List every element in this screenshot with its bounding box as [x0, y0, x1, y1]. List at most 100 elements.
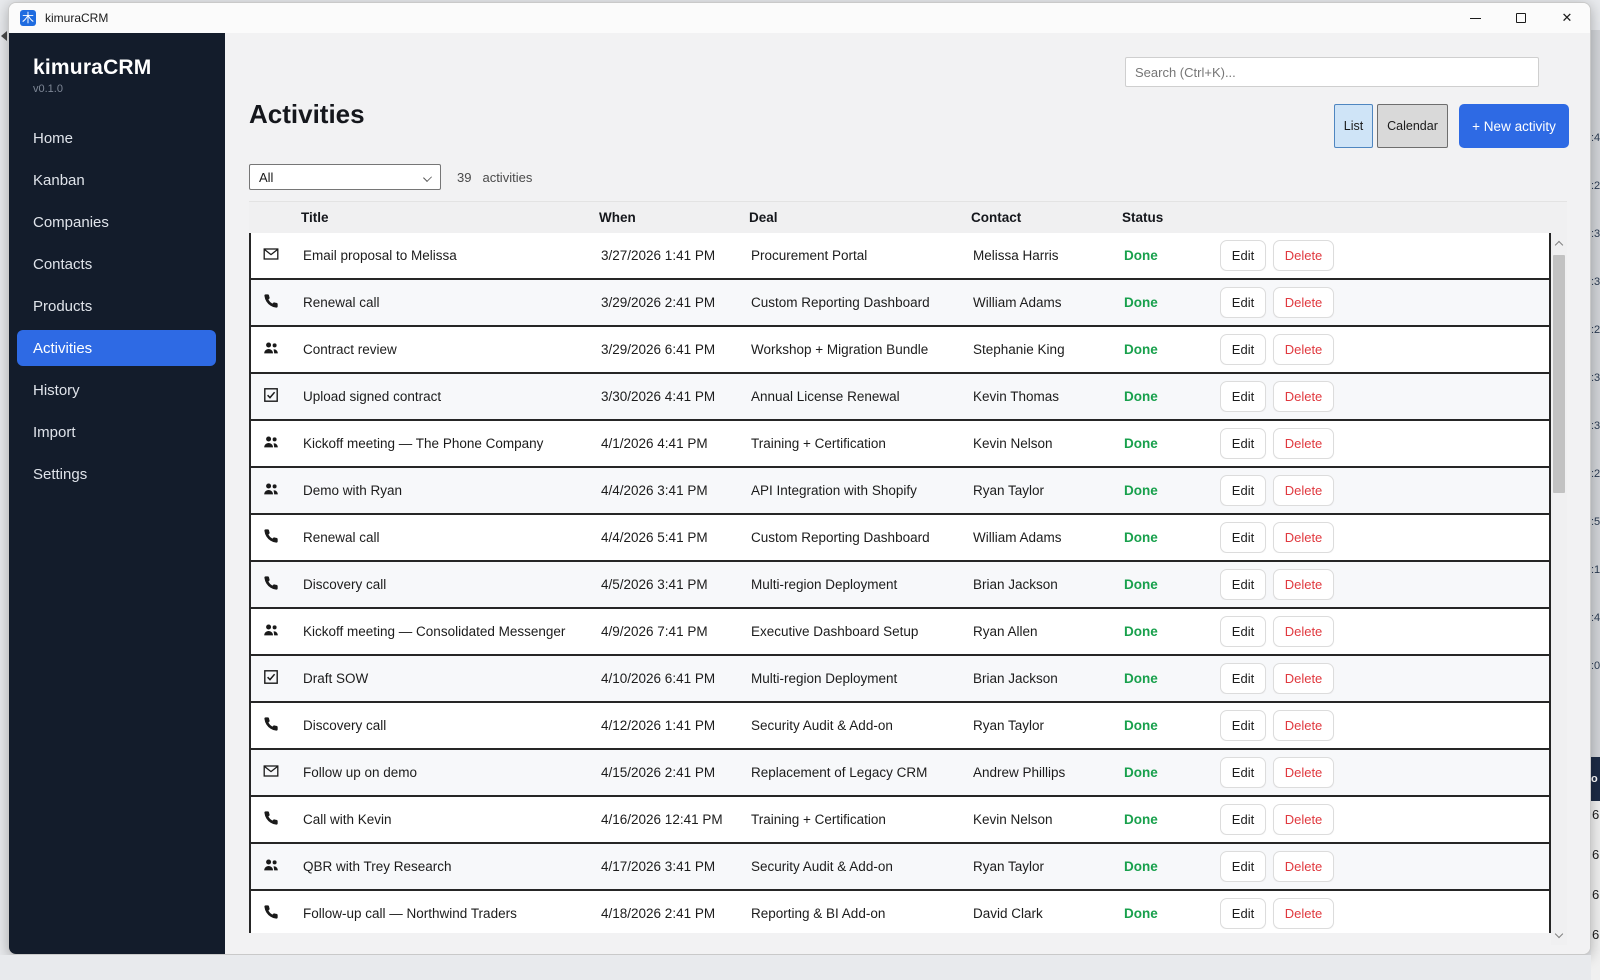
edit-button[interactable]: Edit: [1220, 569, 1266, 600]
background-digit-fragment: 6: [1592, 807, 1600, 822]
activity-contact: Kevin Thomas: [973, 389, 1060, 404]
email-icon: [263, 765, 279, 777]
activity-status: Done: [1124, 765, 1158, 780]
edit-button[interactable]: Edit: [1220, 334, 1266, 365]
table-row: QBR with Trey Research 4/17/2026 3:41 PM…: [251, 844, 1549, 891]
edit-button[interactable]: Edit: [1220, 522, 1266, 553]
vertical-scrollbar[interactable]: [1551, 233, 1567, 945]
sidebar-item-kanban[interactable]: Kanban: [17, 162, 216, 198]
sidebar-item-settings[interactable]: Settings: [17, 456, 216, 492]
delete-button[interactable]: Delete: [1273, 381, 1334, 412]
edit-button[interactable]: Edit: [1220, 475, 1266, 506]
table-row: Follow up on demo 4/15/2026 2:41 PM Repl…: [251, 750, 1549, 797]
meeting-icon: [264, 436, 278, 448]
delete-button[interactable]: Delete: [1273, 851, 1334, 882]
table-row: Kickoff meeting — The Phone Company 4/1/…: [251, 421, 1549, 468]
delete-button[interactable]: Delete: [1273, 616, 1334, 647]
scroll-up-button[interactable]: [1551, 235, 1567, 251]
activity-status: Done: [1124, 483, 1158, 498]
activity-deal: Annual License Renewal: [751, 389, 900, 404]
window-title: kimuraCRM: [45, 11, 109, 25]
delete-button[interactable]: Delete: [1273, 428, 1334, 459]
column-status: Status: [1122, 210, 1164, 225]
activity-title: Renewal call: [303, 295, 380, 310]
call-icon: [264, 905, 278, 919]
list-view-button[interactable]: List: [1334, 104, 1373, 148]
background-time-fragment: :2: [1591, 324, 1600, 336]
delete-button[interactable]: Delete: [1273, 522, 1334, 553]
delete-button[interactable]: Delete: [1273, 334, 1334, 365]
desktop-left-strip: [0, 0, 8, 980]
sidebar-item-activities[interactable]: Activities: [17, 330, 216, 366]
table-row: Contract review 3/29/2026 6:41 PM Worksh…: [251, 327, 1549, 374]
sidebar-nav: Home Kanban Companies Contacts Products …: [17, 120, 216, 492]
activity-when: 4/17/2026 3:41 PM: [601, 859, 716, 874]
sidebar-item-history[interactable]: History: [17, 372, 216, 408]
new-activity-button[interactable]: + New activity: [1459, 104, 1569, 148]
delete-button[interactable]: Delete: [1273, 287, 1334, 318]
delete-button[interactable]: Delete: [1273, 757, 1334, 788]
edit-button[interactable]: Edit: [1220, 287, 1266, 318]
meeting-icon: [264, 342, 278, 354]
column-when: When: [599, 210, 636, 225]
table-row: Renewal call 3/29/2026 2:41 PM Custom Re…: [251, 280, 1549, 327]
table-row: Renewal call 4/4/2026 5:41 PM Custom Rep…: [251, 515, 1549, 562]
chevron-down-icon: [423, 173, 432, 182]
edit-button[interactable]: Edit: [1220, 240, 1266, 271]
activity-contact: Brian Jackson: [973, 577, 1058, 592]
activity-title: Discovery call: [303, 718, 387, 733]
edit-button[interactable]: Edit: [1220, 428, 1266, 459]
table-row: Follow-up call — Northwind Traders 4/18/…: [251, 891, 1549, 933]
calendar-view-button[interactable]: Calendar: [1377, 104, 1448, 148]
scrollbar-thumb[interactable]: [1553, 255, 1565, 493]
delete-button[interactable]: Delete: [1273, 240, 1334, 271]
meeting-icon: [264, 859, 278, 871]
sidebar-item-label: Companies: [33, 213, 109, 231]
filter-dropdown[interactable]: All: [249, 164, 441, 190]
activity-title: Kickoff meeting — The Phone Company: [303, 436, 544, 451]
sidebar-item-import[interactable]: Import: [17, 414, 216, 450]
sidebar-item-home[interactable]: Home: [17, 120, 216, 156]
delete-button[interactable]: Delete: [1273, 898, 1334, 929]
edit-button[interactable]: Edit: [1220, 616, 1266, 647]
edit-button[interactable]: Edit: [1220, 804, 1266, 835]
activity-when: 3/29/2026 2:41 PM: [601, 295, 716, 310]
app-icon: 木: [20, 10, 36, 26]
edit-button[interactable]: Edit: [1220, 710, 1266, 741]
edit-button[interactable]: Edit: [1220, 663, 1266, 694]
close-button[interactable]: ✕: [1544, 3, 1590, 33]
search-input[interactable]: [1125, 57, 1539, 87]
delete-button[interactable]: Delete: [1273, 475, 1334, 506]
activity-title: Demo with Ryan: [303, 483, 403, 498]
edit-button[interactable]: Edit: [1220, 757, 1266, 788]
scroll-down-button[interactable]: [1551, 927, 1567, 943]
activity-status: Done: [1124, 295, 1158, 310]
activity-status: Done: [1124, 718, 1158, 733]
activity-title: QBR with Trey Research: [303, 859, 452, 874]
call-icon: [264, 717, 278, 731]
activity-contact: Kevin Nelson: [973, 812, 1053, 827]
chevron-down-icon: [1554, 929, 1564, 938]
activity-contact: Ryan Allen: [973, 624, 1038, 639]
activity-deal: API Integration with Shopify: [751, 483, 917, 498]
sidebar-item-companies[interactable]: Companies: [17, 204, 216, 240]
edit-button[interactable]: Edit: [1220, 898, 1266, 929]
activity-when: 3/30/2026 4:41 PM: [601, 389, 716, 404]
sidebar-item-contacts[interactable]: Contacts: [17, 246, 216, 282]
activities-count-number: 39: [457, 170, 472, 185]
sidebar-item-products[interactable]: Products: [17, 288, 216, 324]
sidebar-item-label: Contacts: [33, 255, 93, 273]
delete-button[interactable]: Delete: [1273, 663, 1334, 694]
edit-button[interactable]: Edit: [1220, 381, 1266, 412]
chevron-up-icon: [1554, 240, 1564, 249]
activity-when: 3/27/2026 1:41 PM: [601, 248, 716, 263]
edit-button[interactable]: Edit: [1220, 851, 1266, 882]
delete-button[interactable]: Delete: [1273, 710, 1334, 741]
activity-when: 4/5/2026 3:41 PM: [601, 577, 708, 592]
maximize-button[interactable]: [1498, 3, 1544, 33]
activity-status: Done: [1124, 342, 1158, 357]
delete-button[interactable]: Delete: [1273, 569, 1334, 600]
activity-status: Done: [1124, 624, 1158, 639]
delete-button[interactable]: Delete: [1273, 804, 1334, 835]
minimize-button[interactable]: [1452, 3, 1498, 33]
